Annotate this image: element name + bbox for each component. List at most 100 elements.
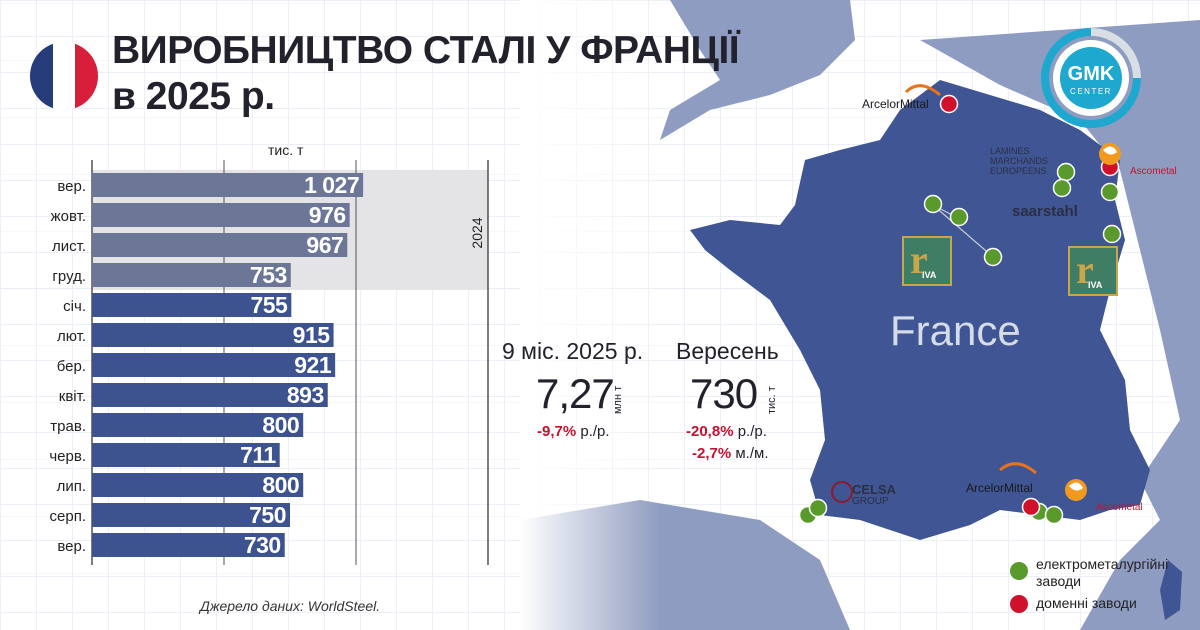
category-label: січ. xyxy=(63,298,86,315)
stat-ytd-change-value: -9,7% xyxy=(537,423,577,440)
legend-bf-dot xyxy=(1010,595,1028,613)
stat-month-mom-suffix: м./м. xyxy=(731,445,769,462)
arcelor-swoosh-icon xyxy=(999,462,1037,475)
legend-eaf-text: електрометалургійні заводи xyxy=(1036,556,1168,590)
category-label: груд. xyxy=(52,268,86,285)
year-marker-label: 2024 xyxy=(469,217,485,248)
bar-value-label: 921 xyxy=(294,352,332,378)
steel-production-chart: 2024 1 027 вер. 976 жовт. 967 лист. 753 груд. 755… xyxy=(0,160,500,580)
company-lme: LAMINES MARCHANDS EUROPEENS xyxy=(990,146,1048,176)
france-flag-icon xyxy=(30,42,98,110)
ascometal-icon xyxy=(1065,479,1087,501)
company-lme-line1: LAMINES xyxy=(990,146,1030,156)
legend-eaf-dot xyxy=(1010,562,1028,580)
stat-month-change-yoy: -20,8% р./р. xyxy=(686,423,767,440)
celsa-icon xyxy=(831,481,853,503)
bar xyxy=(92,263,291,287)
riva-logo-text: IVA xyxy=(922,270,937,280)
bf-dot xyxy=(1021,497,1041,517)
map-svg: France xyxy=(520,0,1200,630)
map-country-label: France xyxy=(890,307,1021,354)
bar xyxy=(92,533,285,557)
company-ascometal-east: Ascometal xyxy=(1130,166,1177,177)
bar-value-label: 711 xyxy=(240,442,276,468)
bar-value-label: 976 xyxy=(309,202,346,228)
eaf-dot xyxy=(1102,224,1122,244)
eaf-dot xyxy=(1044,505,1064,525)
bar xyxy=(92,323,334,347)
eaf-dot xyxy=(983,247,1003,267)
riva-logo-mark: r xyxy=(1076,247,1094,292)
france-shape xyxy=(690,80,1150,540)
legend-eaf: електрометалургійні заводи xyxy=(1010,556,1168,590)
bar xyxy=(92,383,328,407)
flag-red xyxy=(75,42,98,110)
france-map: France xyxy=(520,0,1200,630)
bar xyxy=(92,413,304,437)
category-label: лип. xyxy=(57,478,86,495)
riva-logo-west: r IVA xyxy=(902,236,952,286)
category-label: черв. xyxy=(49,448,86,465)
bar xyxy=(92,203,350,227)
riva-logo-east: r IVA xyxy=(1068,246,1118,296)
bar-value-label: 800 xyxy=(262,412,299,438)
data-source: Джерело даних: WorldSteel. xyxy=(200,598,381,614)
title-line2: в 2025 р. xyxy=(112,75,275,118)
bar-value-label: 915 xyxy=(293,322,331,348)
gmk-logo-svg: GMK CENTER xyxy=(1041,28,1141,128)
company-celsa: CELSA GROUP xyxy=(852,483,896,508)
stat-ytd-unit: млн т xyxy=(612,385,624,414)
bar xyxy=(92,293,292,317)
category-label: жовт. xyxy=(51,208,86,225)
category-label: квіт. xyxy=(59,388,86,405)
bar-value-label: 800 xyxy=(262,472,299,498)
stat-month-label: Вересень xyxy=(676,338,779,364)
category-label: бер. xyxy=(57,358,86,375)
company-celsa-line2: GROUP xyxy=(852,496,889,507)
stat-ytd-label: 9 міс. 2025 р. xyxy=(502,338,644,364)
bar-value-label: 730 xyxy=(244,532,281,558)
category-label: лист. xyxy=(52,238,86,255)
title-line1: ВИРОБНИЦТВО СТАЛІ У ФРАНЦІЇ xyxy=(112,29,740,72)
bar xyxy=(92,173,364,197)
legend-bf: доменні заводи xyxy=(1010,595,1137,613)
flag-blue xyxy=(30,42,53,110)
stat-month-change-mom: -2,7% м./м. xyxy=(692,445,768,462)
bar-value-label: 750 xyxy=(249,502,286,528)
page-title: ВИРОБНИЦТВО СТАЛІ У ФРАНЦІЇ в 2025 р. xyxy=(112,28,740,120)
chart-svg: 2024 1 027 вер. 976 жовт. 967 лист. 753 груд. 755… xyxy=(49,160,489,565)
bar-value-label: 1 027 xyxy=(304,172,359,198)
europe-landmass xyxy=(920,20,1200,630)
bar-value-label: 967 xyxy=(306,232,343,258)
corsica-shape xyxy=(1160,560,1182,620)
eaf-dot xyxy=(923,194,943,214)
category-label: серп. xyxy=(50,508,86,525)
arcelor-swoosh-icon xyxy=(904,84,941,97)
stat-ytd-change: -9,7% р./р. xyxy=(537,423,610,440)
stat-month-yoy-value: -20,8% xyxy=(686,423,734,440)
bar xyxy=(92,353,336,377)
bar xyxy=(92,233,348,257)
company-saarstahl: saarstahl xyxy=(1012,203,1078,220)
bar xyxy=(92,503,290,527)
company-lme-line2: MARCHANDS xyxy=(990,156,1049,166)
eaf-dot xyxy=(808,498,828,518)
riva-logo-text: IVA xyxy=(1088,280,1103,290)
bar xyxy=(92,443,280,467)
riva-logo-mark: r xyxy=(910,237,928,282)
company-lme-line3: EUROPEENS xyxy=(990,166,1047,176)
stat-month-yoy-suffix: р./р. xyxy=(733,423,767,440)
stat-ytd-value: 7,27 xyxy=(536,370,615,417)
bar-value-label: 893 xyxy=(287,382,324,408)
eaf-dot xyxy=(1100,182,1120,202)
ascometal-icon xyxy=(1099,143,1121,165)
bar xyxy=(92,473,304,497)
gmk-logo-text: GMK xyxy=(1068,63,1115,85)
stat-ytd-change-suffix: р./р. xyxy=(576,423,610,440)
legend-eaf-line1: електрометалургійні xyxy=(1036,556,1169,572)
category-label: вер. xyxy=(57,538,86,555)
saarstahl-icon xyxy=(992,204,1010,222)
company-ascometal-south: Ascometal xyxy=(1096,502,1143,513)
eaf-dot xyxy=(1056,162,1076,182)
stat-month-mom-value: -2,7% xyxy=(692,445,732,462)
